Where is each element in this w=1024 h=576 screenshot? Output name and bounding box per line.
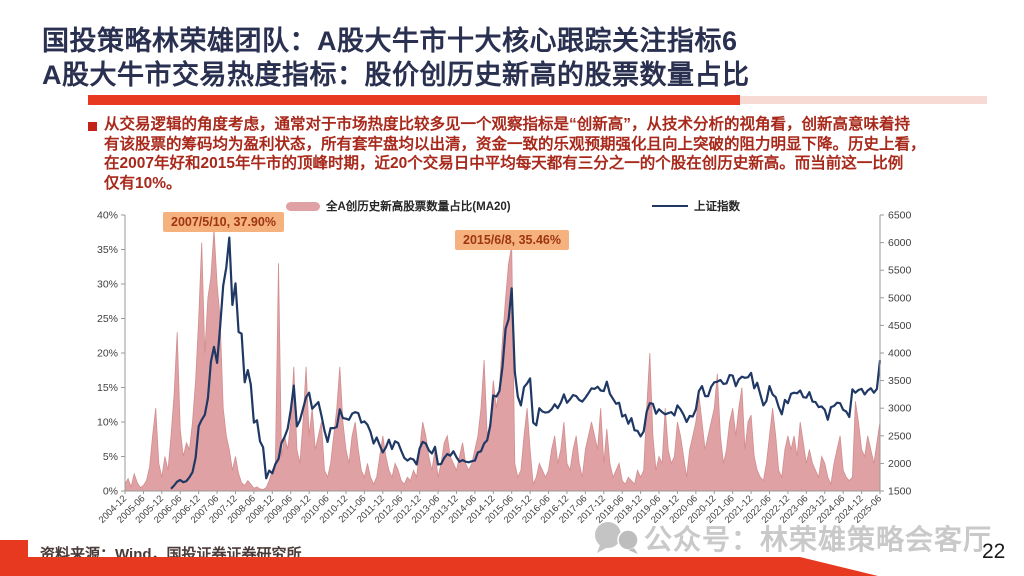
- watermark-text: 公众号：林荣雄策略会客厅: [644, 524, 993, 555]
- paragraph-line: 在2007年好和2015年牛市的顶峰时期，近20个交易日中平均每天都有三分之一的…: [104, 155, 904, 173]
- body-paragraph: 从交易逻辑的角度考虑，通常对于市场热度比较多见一个观察指标是“创新高”，从技术分…: [104, 115, 1000, 193]
- paragraph-line: 仅有10%。: [104, 174, 182, 192]
- svg-text:40%: 40%: [97, 210, 118, 222]
- title-underline-tail: [740, 96, 987, 104]
- svg-text:2500: 2500: [888, 430, 912, 442]
- chart-legend: 全A创历史新高股票数量占比(MA20) 上证指数: [0, 198, 1024, 216]
- legend-line-label: 上证指数: [694, 201, 740, 213]
- paragraph-line: 有该股票的筹码均为盈利状态，所有套牢盘均以出清，资金一致的乐观预期强化且向上突破…: [104, 135, 926, 153]
- wechat-bubbles-icon: [595, 522, 639, 554]
- svg-text:4500: 4500: [888, 320, 912, 332]
- area-series-swatch-icon: [286, 201, 320, 211]
- svg-text:20%: 20%: [97, 348, 118, 360]
- annotation-2015-peak: 2015/6/8, 35.46%: [455, 230, 569, 250]
- svg-text:2000: 2000: [888, 458, 912, 470]
- svg-text:30%: 30%: [97, 279, 118, 291]
- annotation-2007-peak: 2007/5/10, 37.90%: [163, 212, 284, 232]
- svg-text:10%: 10%: [97, 417, 118, 429]
- svg-text:1500: 1500: [888, 486, 912, 498]
- svg-text:25%: 25%: [97, 313, 118, 325]
- title-line-2: A股大牛市交易热度指标：股价创历史新高的股票数量占比: [42, 60, 750, 90]
- svg-text:0%: 0%: [103, 486, 118, 498]
- svg-text:3000: 3000: [888, 403, 912, 415]
- bullet-marker: [88, 122, 97, 131]
- page-number: 22: [982, 540, 1006, 563]
- svg-text:35%: 35%: [97, 244, 118, 256]
- line-series-swatch-icon: [652, 205, 688, 207]
- paragraph-line: 从交易逻辑的角度考虑，通常对于市场热度比较多见一个观察指标是“创新高”，从技术分…: [104, 116, 911, 133]
- legend-area-label: 全A创历史新高股票数量占比(MA20): [326, 201, 511, 213]
- legend-item-line: 上证指数: [652, 198, 740, 214]
- title-underline: [88, 95, 740, 105]
- svg-text:15%: 15%: [97, 382, 118, 394]
- page-title: 国投策略林荣雄团队：A股大牛市十大核心跟踪关注指标6 A股大牛市交易热度指标：股…: [42, 24, 750, 92]
- svg-text:4000: 4000: [888, 348, 912, 360]
- title-line-1: 国投策略林荣雄团队：A股大牛市十大核心跟踪关注指标6: [42, 26, 738, 56]
- svg-text:6000: 6000: [888, 237, 912, 249]
- svg-text:5000: 5000: [888, 292, 912, 304]
- svg-text:6500: 6500: [888, 210, 912, 222]
- legend-item-area: 全A创历史新高股票数量占比(MA20): [286, 198, 511, 214]
- svg-text:3500: 3500: [888, 375, 912, 387]
- svg-text:5%: 5%: [103, 451, 118, 463]
- svg-text:5500: 5500: [888, 265, 912, 277]
